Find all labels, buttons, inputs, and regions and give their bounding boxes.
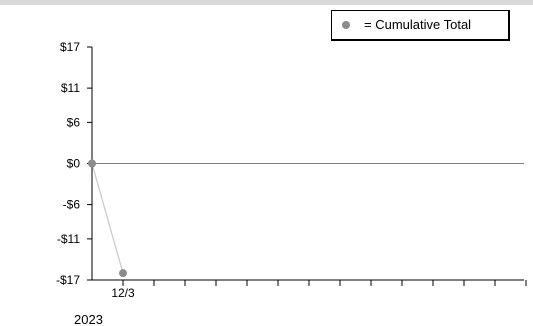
y-tick-label: $0 xyxy=(67,157,81,171)
x-year-label: 2023 xyxy=(74,312,103,326)
series-group xyxy=(88,159,127,278)
legend-marker-icon xyxy=(342,21,350,29)
y-tick-label: $17 xyxy=(60,40,80,54)
legend: = Cumulative Total xyxy=(331,10,510,41)
axes-group: $17 $11 $6 $0 -$6 -$11 -$17 12/3 2023 xyxy=(56,40,527,326)
top-strip xyxy=(0,0,533,5)
x-tick-label: 12/3 xyxy=(111,286,135,300)
legend-label: = Cumulative Total xyxy=(364,17,472,32)
y-tick-label: $11 xyxy=(61,81,80,95)
y-tick-label: -$11 xyxy=(57,232,80,246)
series-line xyxy=(91,163,124,274)
y-tick-label: -$6 xyxy=(63,198,81,212)
y-tick-label: -$17 xyxy=(56,273,80,287)
data-point xyxy=(88,159,96,168)
y-tick-label: $6 xyxy=(67,115,81,129)
data-point xyxy=(119,269,127,278)
